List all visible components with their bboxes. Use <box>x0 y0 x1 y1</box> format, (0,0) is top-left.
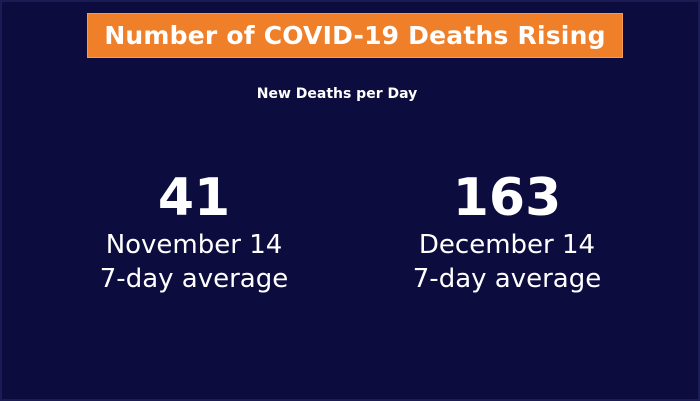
stat-description: 7-day average <box>412 264 602 294</box>
stat-date: December 14 <box>418 230 596 260</box>
stat-description: 7-day average <box>99 264 289 294</box>
slide-title: Number of COVID-19 Deaths Rising <box>104 21 606 50</box>
stat-value: 41 <box>157 168 231 228</box>
stat-november: 41 November 14 7-day average <box>44 168 344 296</box>
stat-december: 163 December 14 7-day average <box>357 168 657 296</box>
stat-date: November 14 <box>105 230 283 260</box>
stat-value: 163 <box>452 168 562 228</box>
slide-subtitle: New Deaths per Day <box>256 86 418 102</box>
title-banner: Number of COVID-19 Deaths Rising <box>87 13 623 58</box>
